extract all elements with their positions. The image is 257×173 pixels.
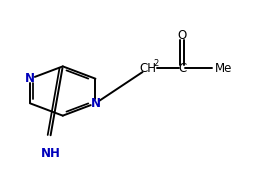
Text: C: C [178,62,186,75]
Text: N: N [25,72,35,85]
Text: NH: NH [41,147,61,160]
Text: O: O [177,29,187,42]
Text: N: N [90,97,100,110]
Text: Me: Me [215,62,232,75]
Text: 2: 2 [153,58,158,67]
Text: CH: CH [140,62,157,75]
